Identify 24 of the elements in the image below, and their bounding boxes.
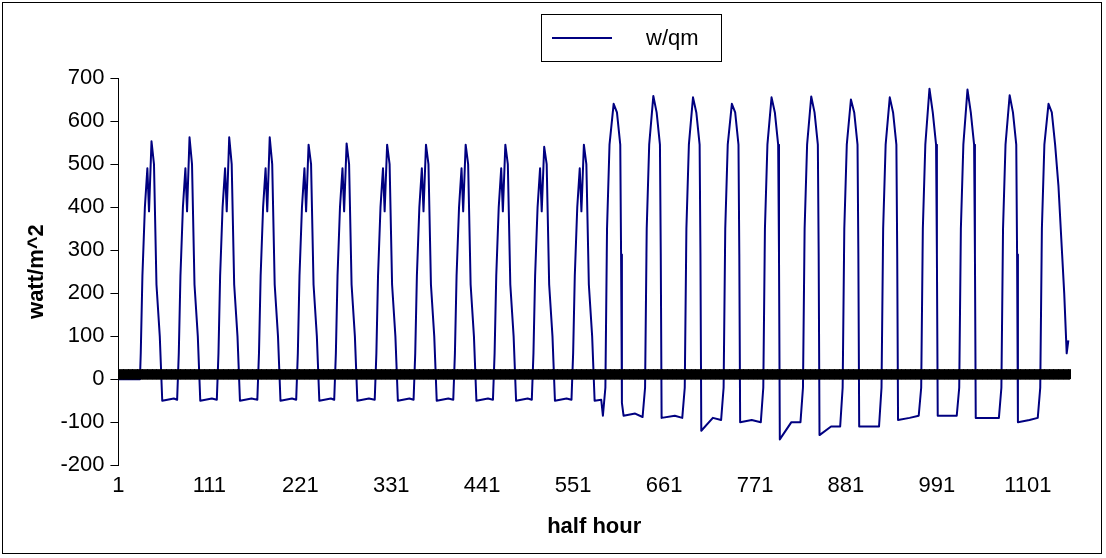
x-tick-label: 111 [192, 472, 227, 498]
y-tick-label: -100 [60, 408, 105, 434]
legend-label: w/qm [646, 25, 699, 51]
x-tick-label: 991 [918, 472, 956, 498]
x-tick-label: 661 [645, 472, 683, 498]
x-tick-label: 771 [736, 472, 774, 498]
x-tick-label: 551 [554, 472, 592, 498]
x-tick-label: 1101 [1004, 472, 1052, 498]
x-axis-title: half hour [547, 512, 642, 538]
x-tick-label: 1 [112, 472, 125, 498]
y-tick-label: 700 [67, 64, 105, 90]
y-tick-label: 100 [67, 322, 105, 348]
y-tick-label: 500 [67, 150, 105, 176]
y-tick-label: 400 [67, 193, 105, 219]
y-axis-title: watt/m^2 [23, 224, 49, 320]
y-tick-label: 200 [67, 279, 105, 305]
x-tick-label: 331 [372, 472, 410, 498]
x-tick-label: 441 [463, 472, 501, 498]
y-tick-label: -200 [60, 451, 105, 477]
y-tick-label: 0 [92, 365, 105, 391]
y-tick-label: 300 [67, 236, 105, 262]
y-tick-label: 600 [67, 107, 105, 133]
x-tick-label: 881 [827, 472, 865, 498]
x-tick-label: 221 [281, 472, 319, 498]
